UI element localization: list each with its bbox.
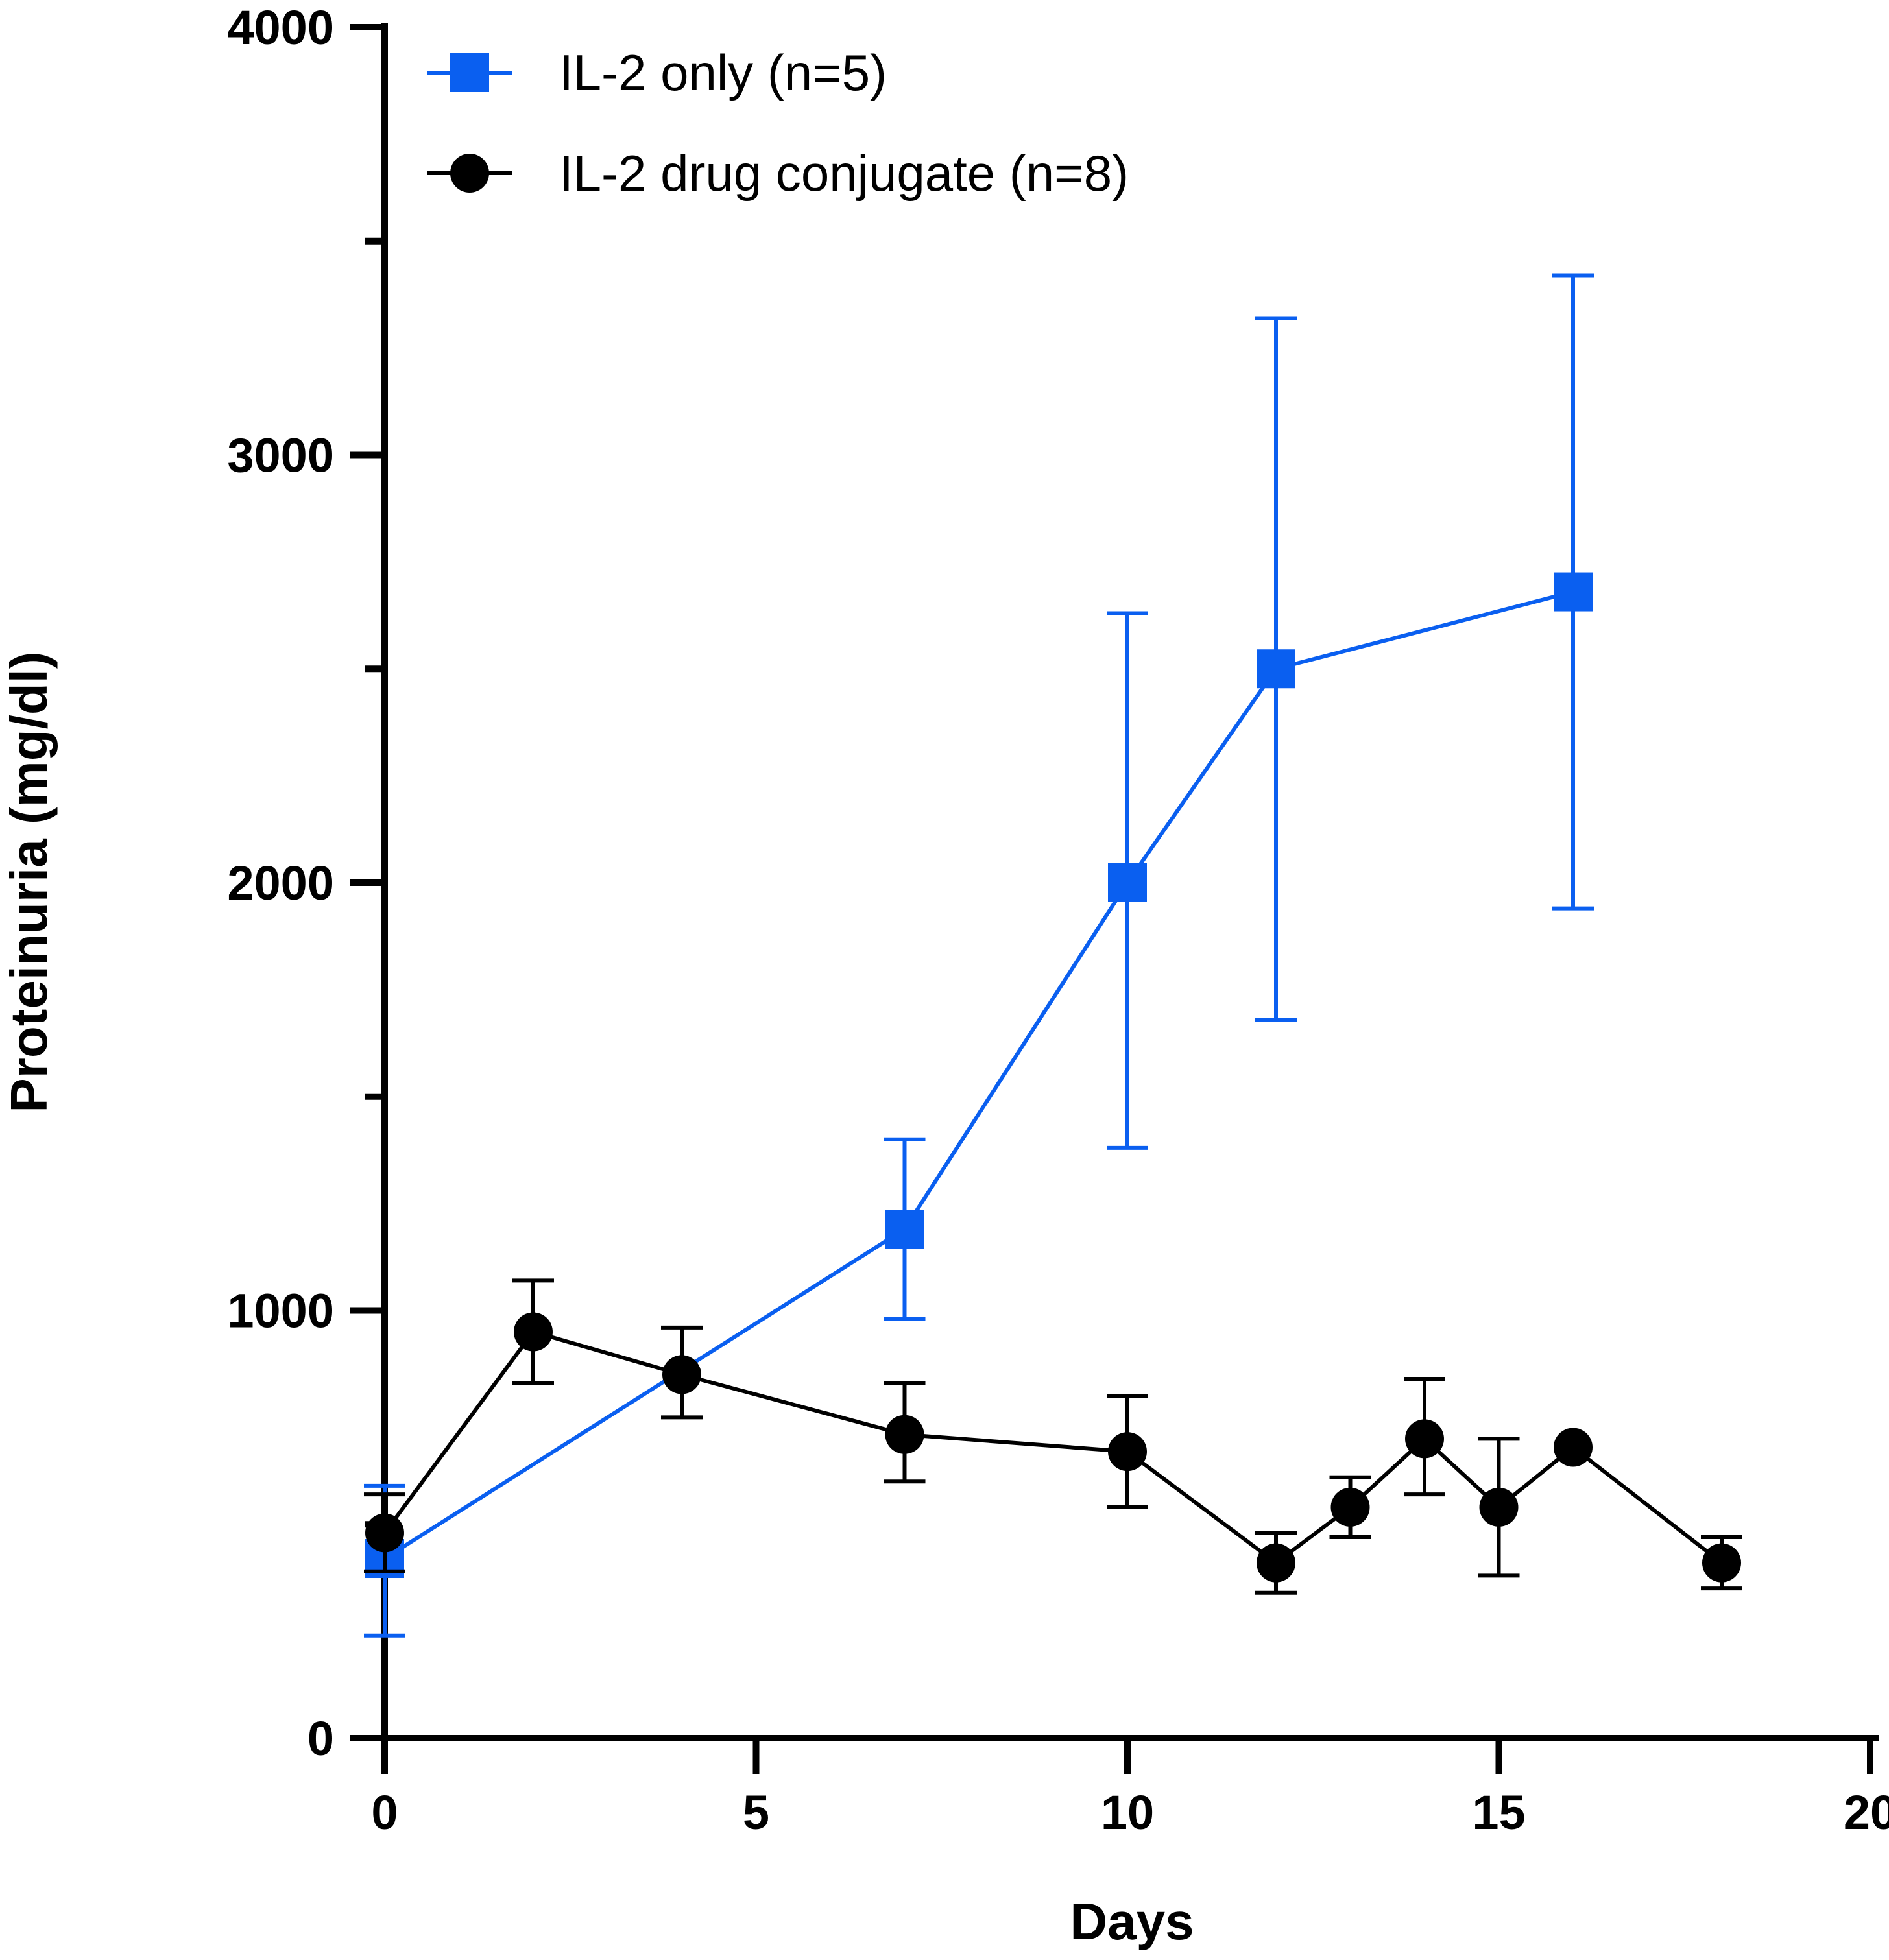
y-axis-title: Proteinuria (mg/dl) (0, 651, 58, 1112)
series-1 (364, 273, 1594, 1638)
data-point (1479, 1487, 1519, 1527)
axes: 0 1000 2000 3000 4000 0 5 10 15 20 (227, 1, 1889, 1839)
y-tick-label: 4000 (227, 1, 334, 54)
series-line (383, 1330, 1723, 1566)
y-tick-label: 1000 (227, 1284, 334, 1338)
data-point (885, 1210, 924, 1249)
y-tick-label: 3000 (227, 429, 334, 483)
x-tick-label: 0 (371, 1786, 398, 1839)
data-point (1554, 572, 1593, 612)
x-tick-label: 5 (743, 1786, 769, 1839)
legend-entry-1: IL-2 only (n=5) (427, 44, 887, 101)
data-point (1405, 1419, 1444, 1459)
legend-marker (450, 53, 489, 92)
data-point (1257, 1543, 1295, 1583)
series-layer (364, 273, 1742, 1638)
data-point (1330, 1487, 1370, 1527)
legend-entry-2: IL-2 drug conjugate (n=8) (427, 145, 1129, 202)
data-point (514, 1312, 553, 1352)
series-2 (364, 1278, 1742, 1595)
y-tick-label: 0 (307, 1712, 334, 1765)
data-point (885, 1415, 924, 1454)
x-tick-label: 10 (1101, 1786, 1154, 1839)
data-point (365, 1513, 404, 1553)
legend-marker (450, 154, 489, 193)
data-point (662, 1355, 701, 1394)
x-tick-label: 15 (1472, 1786, 1525, 1839)
x-tick-label: 20 (1844, 1786, 1889, 1839)
series-line (383, 590, 1574, 1560)
data-point (1554, 1428, 1593, 1467)
data-point (1257, 649, 1295, 689)
legend-label: IL-2 only (n=5) (559, 44, 887, 101)
y-tick-label: 2000 (227, 856, 334, 910)
legend: IL-2 only (n=5) IL-2 drug conjugate (n=8) (427, 44, 1129, 202)
data-point (1108, 863, 1147, 902)
legend-label: IL-2 drug conjugate (n=8) (559, 145, 1129, 202)
data-point (1702, 1543, 1741, 1583)
x-axis-title: Days (1070, 1893, 1194, 1950)
data-point (1108, 1432, 1147, 1472)
